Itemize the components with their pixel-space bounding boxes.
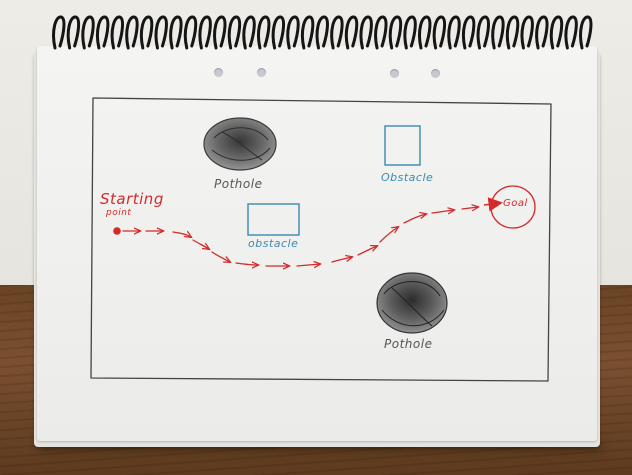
pothole-bottom-icon	[376, 272, 448, 334]
pothole-top-label: Pothole	[214, 177, 262, 191]
spiral-coil	[549, 15, 564, 50]
path-arrows	[122, 207, 478, 266]
obstacle-top-icon	[384, 125, 421, 166]
spiral-coil	[213, 15, 227, 50]
spiral-coil	[491, 15, 505, 50]
start-point-icon	[113, 227, 121, 235]
spiral-coil	[388, 15, 403, 50]
spiral-coil	[374, 15, 388, 50]
starting-label: Starting	[100, 190, 164, 208]
spiral-coil	[359, 15, 373, 50]
punch-hole	[431, 69, 440, 78]
goal-arrowhead-icon	[483, 197, 503, 212]
spiral-coil	[520, 15, 534, 50]
spiral-coil	[81, 15, 95, 50]
notebook-page	[37, 46, 597, 441]
spiral-coil	[256, 15, 271, 50]
spiral-coil	[139, 15, 154, 50]
spiral-coil	[242, 15, 256, 50]
spiral-coil	[564, 15, 578, 50]
spiral-coil	[110, 15, 124, 50]
spiral-binding	[52, 15, 593, 50]
goal-circle-icon	[490, 185, 536, 229]
spiral-coil	[52, 15, 66, 50]
spiral-coil	[476, 15, 490, 50]
spiral-coil	[183, 15, 198, 50]
obstacle-top-label: Obstacle	[381, 171, 433, 184]
point-label: point	[105, 208, 131, 218]
spiral-coil	[300, 15, 315, 50]
punch-hole	[390, 69, 399, 78]
spiral-coil	[418, 15, 432, 50]
spiral-coil	[579, 15, 593, 50]
spiral-coil	[271, 15, 286, 50]
spiral-coil	[330, 15, 344, 50]
obstacle-mid-icon	[247, 203, 300, 236]
spiral-coil	[505, 15, 520, 50]
spiral-coil	[403, 15, 417, 50]
spiral-coil	[125, 15, 139, 50]
spiral-coil	[535, 15, 549, 50]
spiral-coil	[95, 15, 110, 50]
spiral-coil	[227, 15, 242, 50]
punch-hole	[214, 68, 223, 77]
spiral-coil	[461, 15, 476, 50]
spiral-coil	[198, 15, 212, 50]
spiral-coil	[286, 15, 300, 50]
spiral-coil	[66, 15, 81, 50]
spiral-coil	[154, 15, 168, 50]
map-border	[90, 97, 552, 382]
obstacle-mid-label: obstacle	[248, 237, 298, 250]
spiral-coil	[432, 15, 447, 50]
spiral-coil	[169, 15, 183, 50]
spiral-coil	[344, 15, 359, 50]
spiral-coil	[315, 15, 329, 50]
spiral-coil	[447, 15, 461, 50]
pothole-top-icon	[203, 117, 277, 171]
goal-label: Goal	[503, 198, 528, 209]
punch-hole	[257, 68, 266, 77]
pothole-bottom-label: Pothole	[384, 337, 432, 351]
